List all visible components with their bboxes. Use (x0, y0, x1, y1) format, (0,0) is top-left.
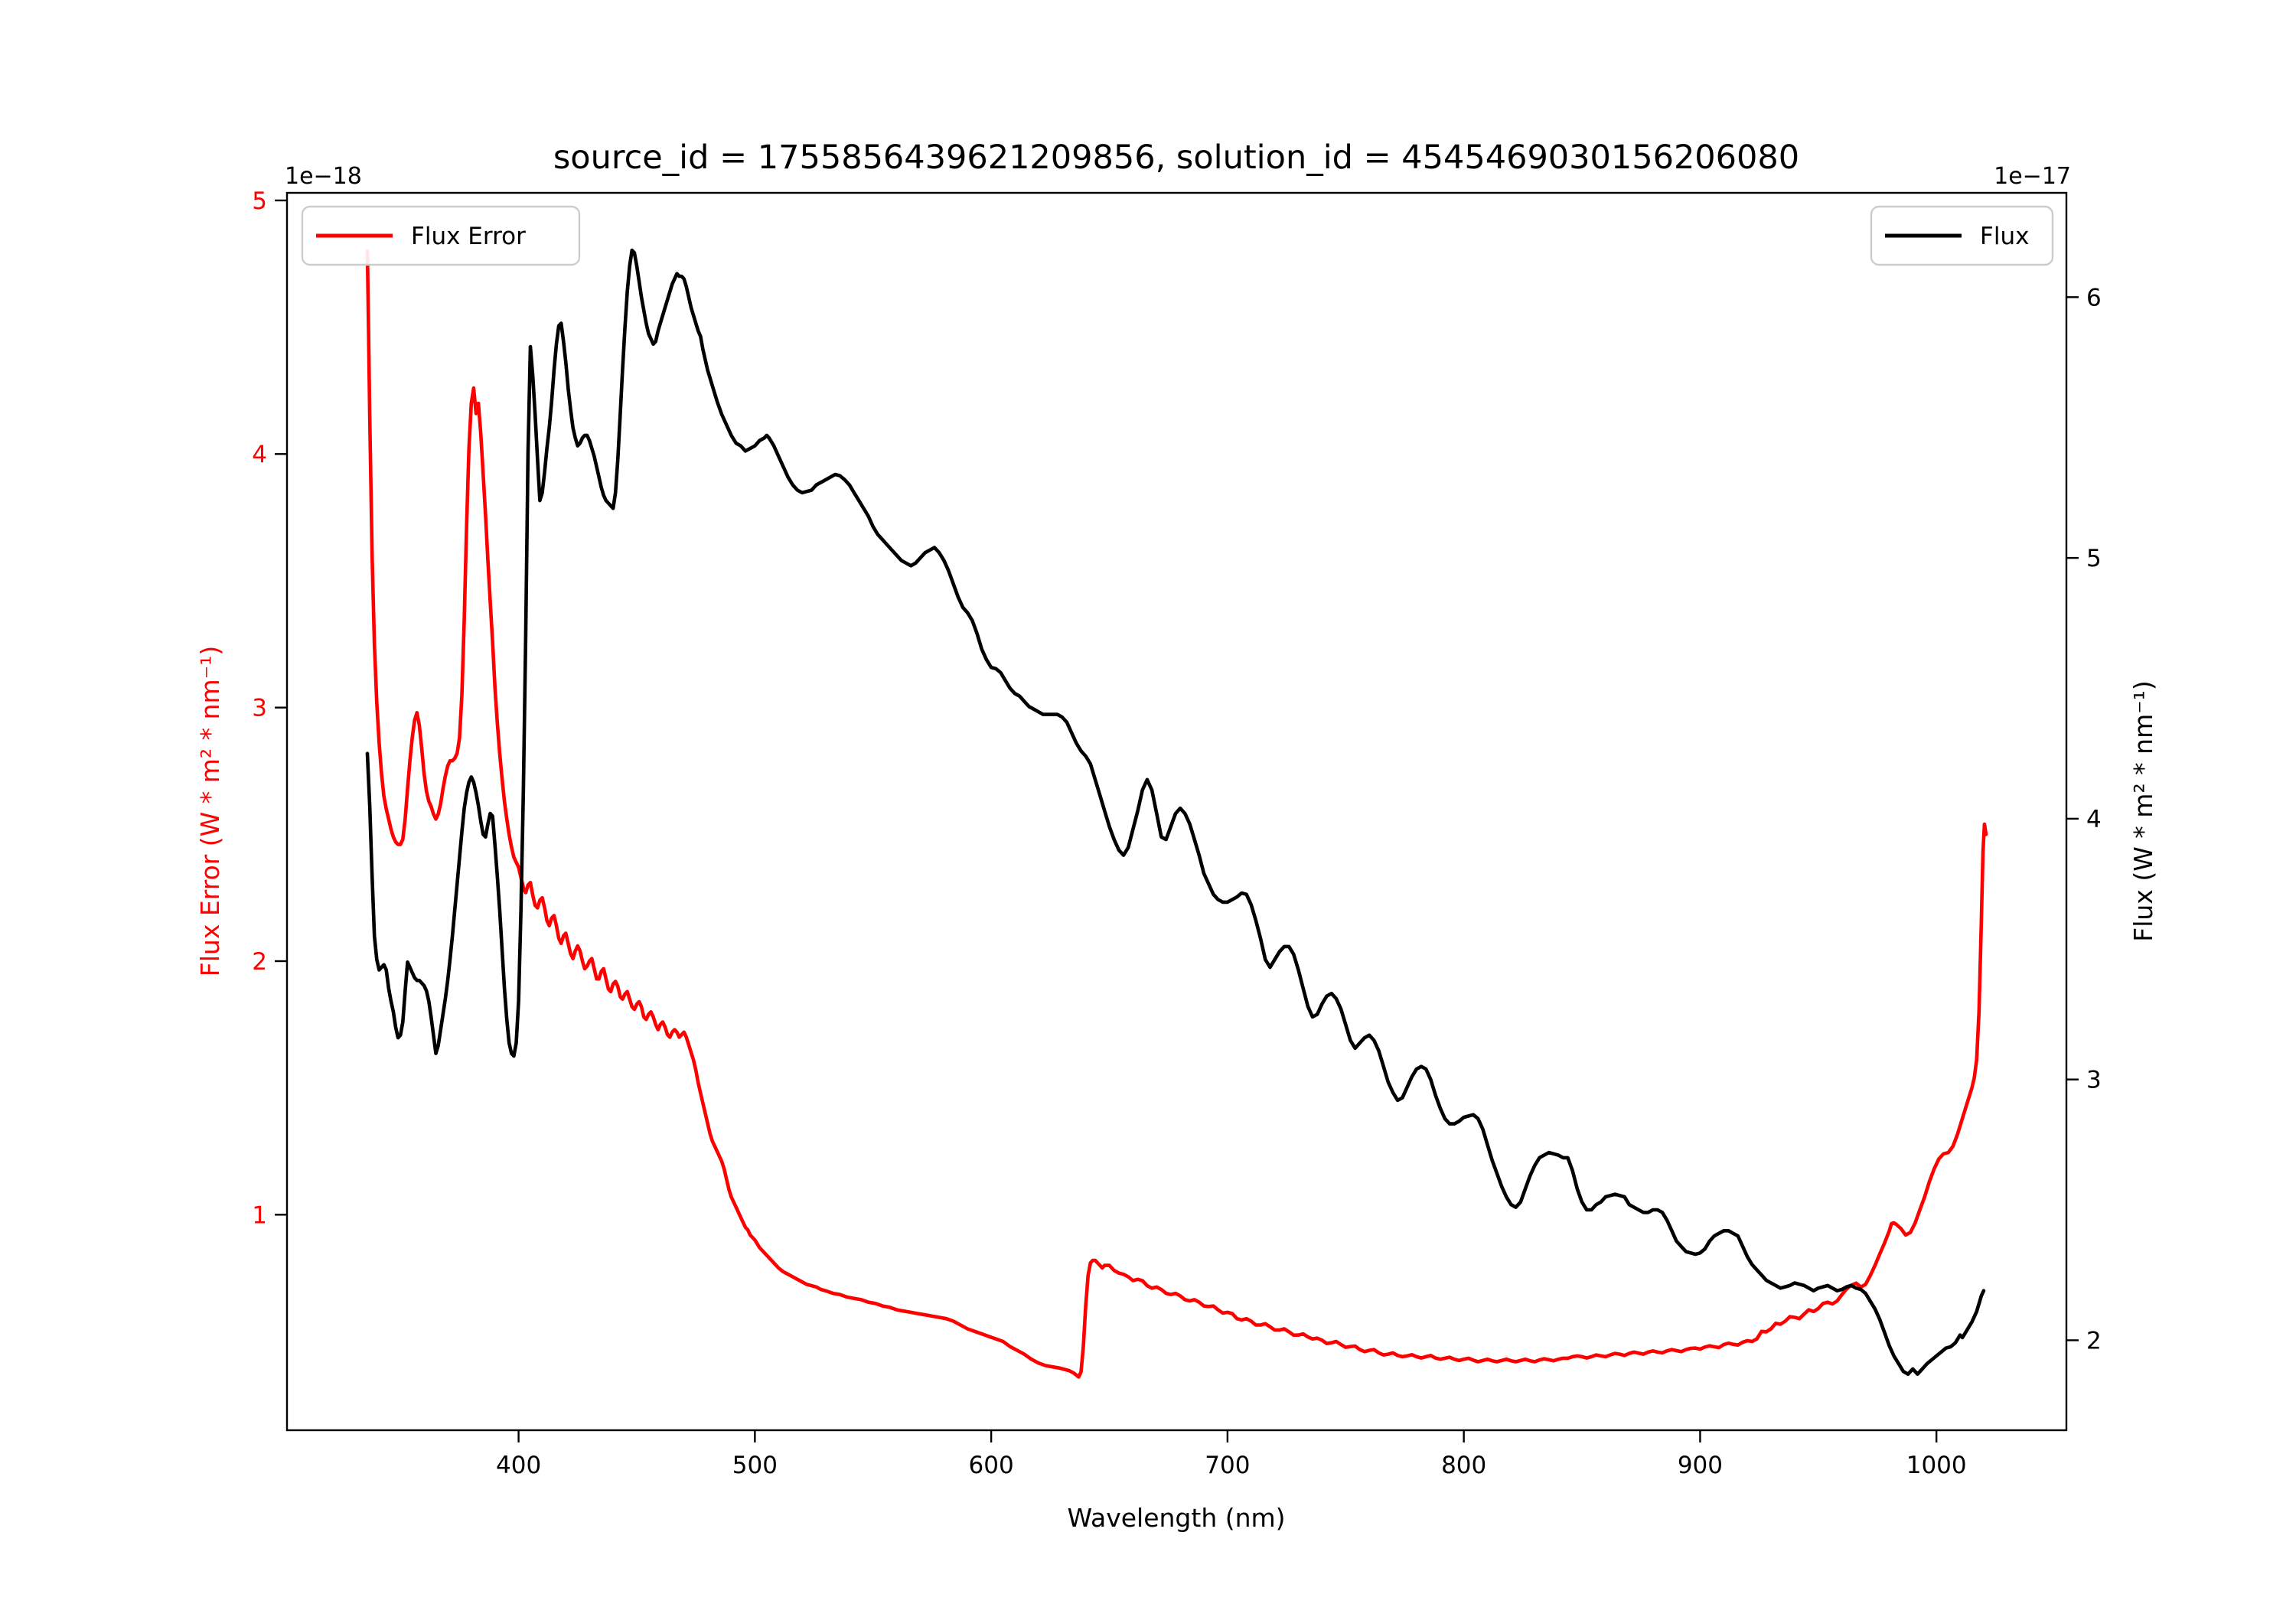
x-tick-label: 900 (1678, 1452, 1723, 1479)
y-right-tick-label: 6 (2086, 284, 2102, 311)
series-line-flux (365, 248, 1986, 1376)
series-lines (365, 248, 1988, 1379)
y-left-tick-label: 4 (252, 441, 267, 468)
y-right-tick-label: 3 (2086, 1067, 2102, 1094)
y-left-tick-label: 5 (252, 187, 267, 215)
y-left-tick-label: 2 (252, 948, 267, 976)
legend-flux-error-box (301, 205, 581, 266)
x-axis-ticks: 400 500 600 700 800 900 1000 (496, 1430, 1967, 1479)
y-right-axis-ticks: 2 3 4 5 6 (2066, 284, 2102, 1354)
legend-flux-error-label: Flux Error (411, 223, 526, 250)
series-line-flux-error (365, 249, 1988, 1379)
y-left-axis-ticks: 1 2 3 4 5 (252, 187, 287, 1229)
y-left-axis-label: Flux Error (W * m² * nm⁻¹) (195, 646, 225, 976)
y-right-axis-label: Flux (W * m² * nm⁻¹) (2128, 680, 2158, 942)
y-left-offset-label: 1e−18 (285, 163, 362, 190)
plot-border (285, 191, 2068, 1432)
y-right-offset-label: 1e−17 (1994, 163, 2071, 190)
y-right-tick-label: 2 (2086, 1327, 2102, 1354)
legend-flux: Flux (1870, 205, 2054, 266)
legend-flux-box (1870, 205, 2054, 266)
x-tick-label: 700 (1205, 1452, 1250, 1479)
legend-flux-error: Flux Error (301, 205, 581, 266)
x-tick-label: 1000 (1906, 1452, 1967, 1479)
x-tick-label: 800 (1441, 1452, 1486, 1479)
legend-flux-label: Flux (1980, 223, 2029, 250)
x-tick-label: 500 (732, 1452, 778, 1479)
chart-title: source_id = 1755856439621209856, solutio… (553, 139, 1799, 177)
x-tick-label: 400 (496, 1452, 541, 1479)
y-left-tick-label: 3 (252, 695, 267, 722)
x-axis-label: Wavelength (nm) (1067, 1503, 1285, 1533)
y-right-tick-label: 5 (2086, 545, 2102, 572)
y-right-tick-label: 4 (2086, 806, 2102, 833)
x-tick-label: 600 (969, 1452, 1014, 1479)
y-left-tick-label: 1 (252, 1201, 267, 1229)
